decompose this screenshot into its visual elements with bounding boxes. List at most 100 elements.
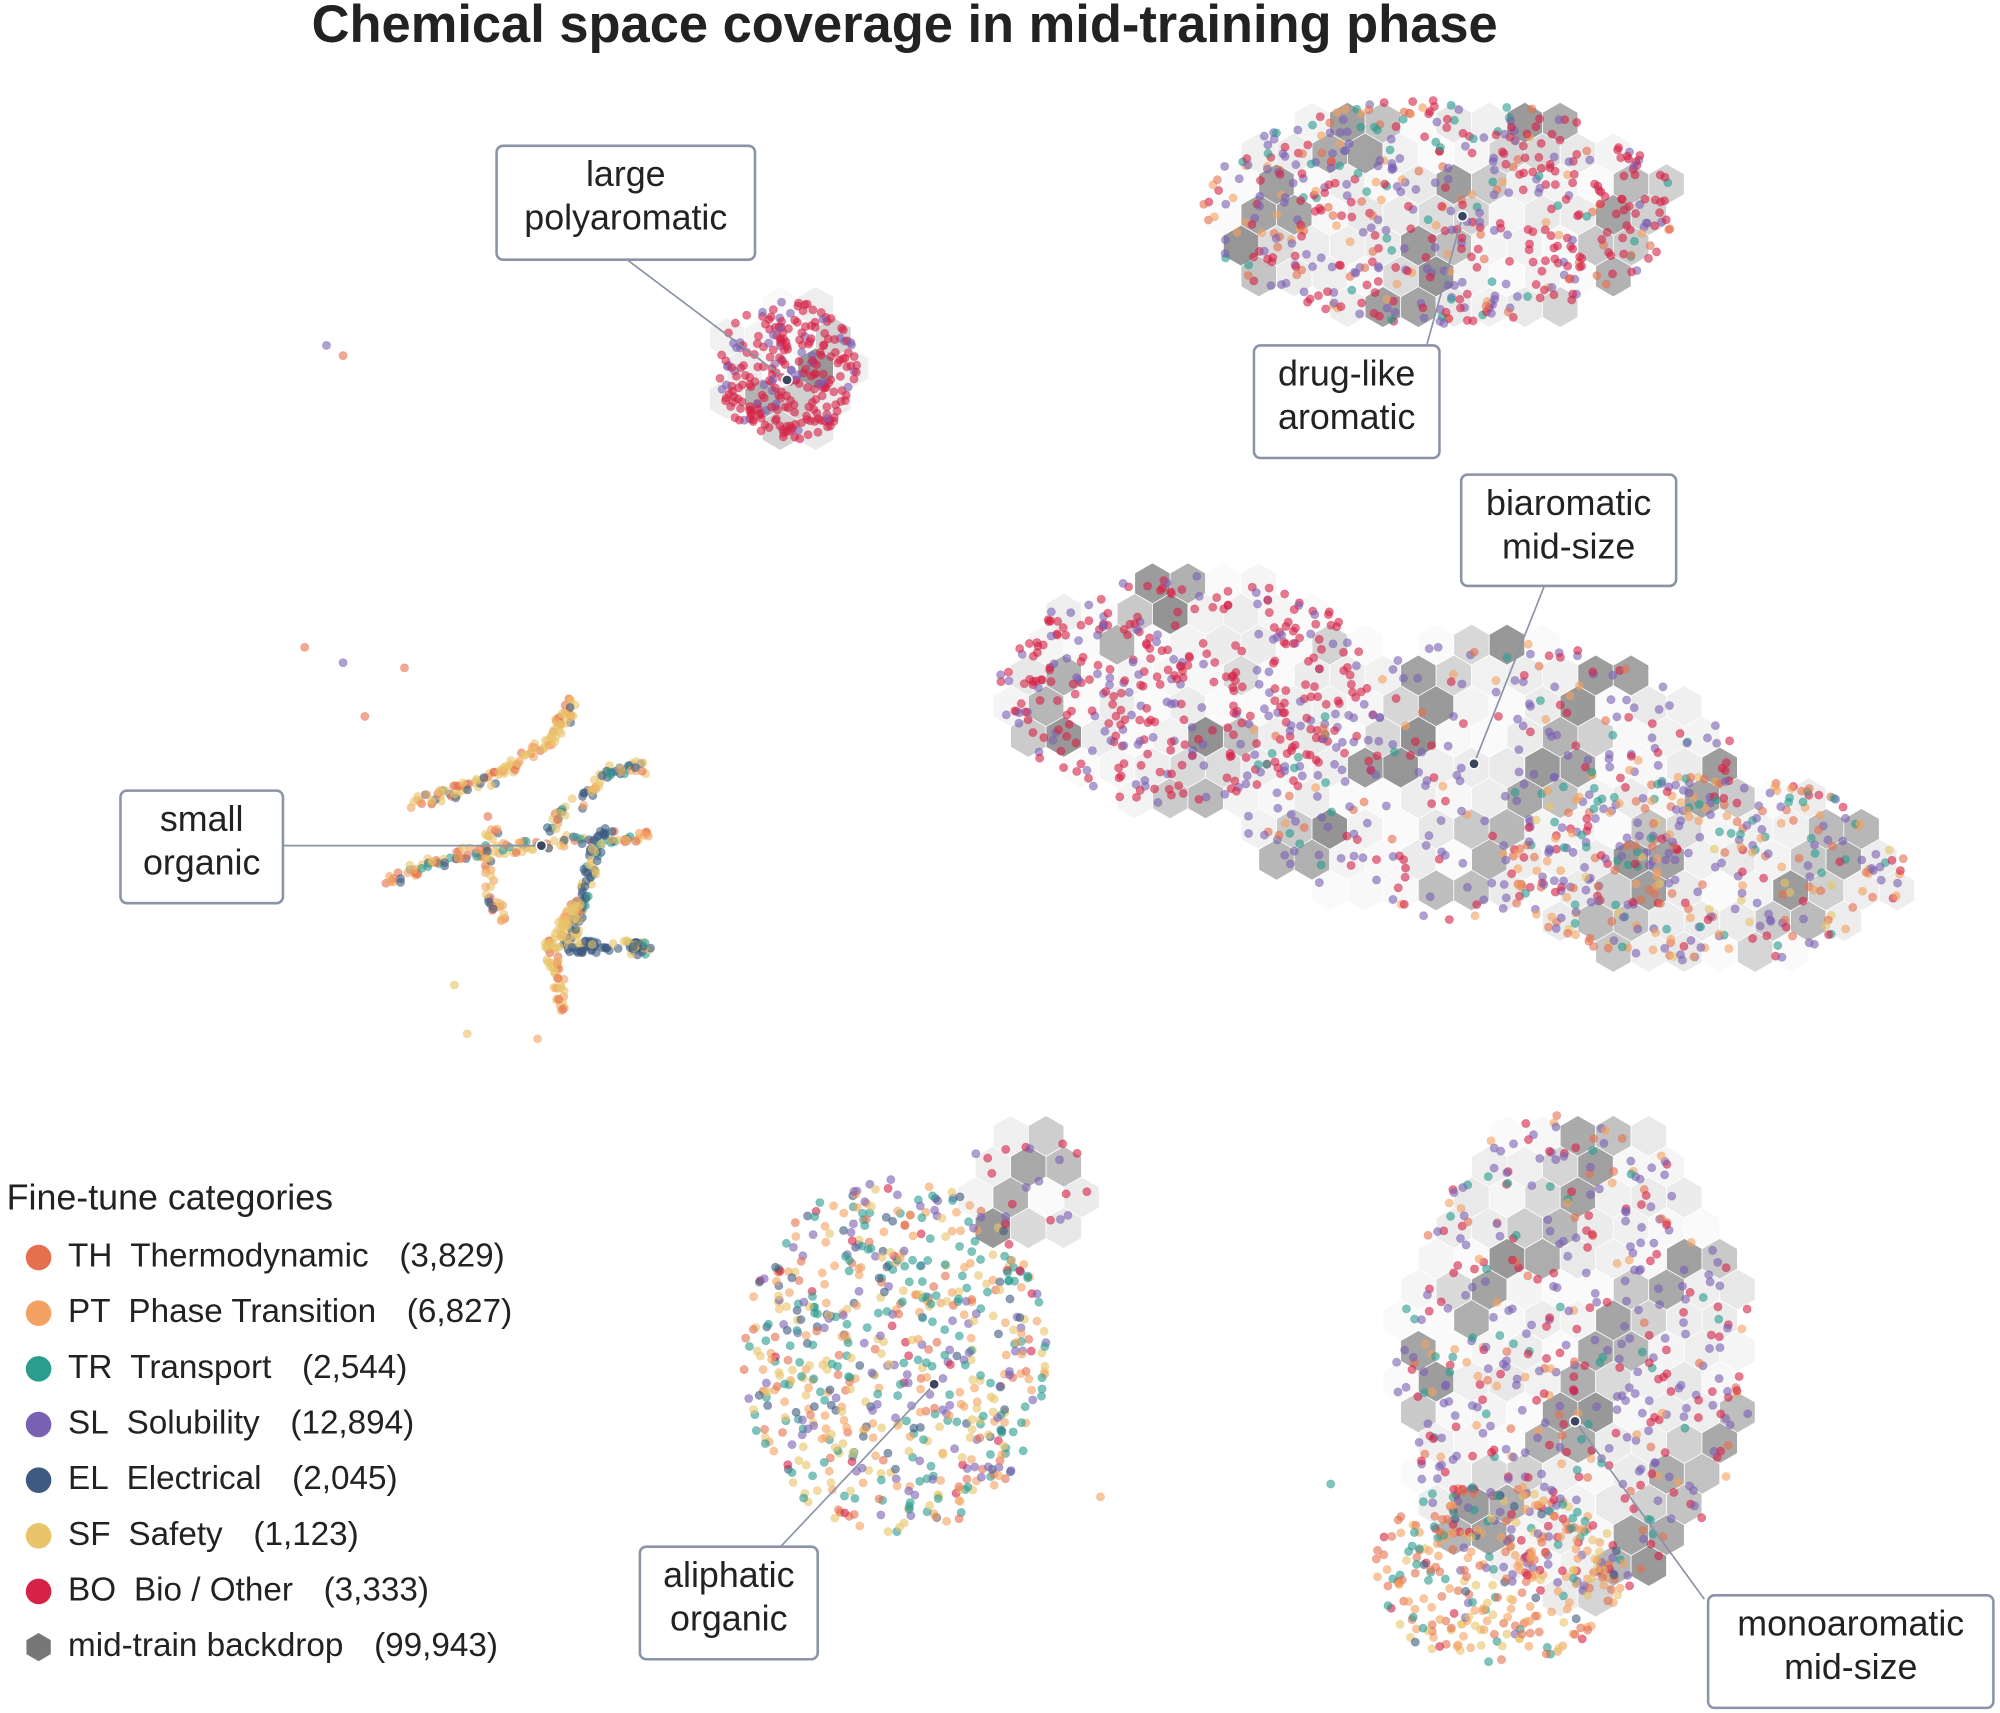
point <box>763 1387 773 1397</box>
point <box>550 929 560 939</box>
point <box>1706 810 1716 820</box>
point <box>1046 607 1056 617</box>
point <box>1561 194 1571 204</box>
point <box>877 1423 887 1433</box>
point <box>1722 811 1732 821</box>
point <box>1228 193 1238 203</box>
point <box>1503 1474 1513 1484</box>
point <box>606 770 616 780</box>
point <box>554 994 564 1004</box>
point <box>922 1372 932 1382</box>
point <box>1632 1430 1642 1439</box>
point <box>1550 166 1560 176</box>
point <box>1442 123 1452 133</box>
point <box>1183 660 1193 670</box>
point <box>1615 1583 1625 1593</box>
point <box>1297 771 1307 781</box>
point <box>1562 708 1572 718</box>
point <box>1448 1455 1458 1465</box>
point <box>1476 1640 1486 1650</box>
point <box>592 856 602 866</box>
point <box>808 1471 818 1481</box>
point <box>1580 762 1590 772</box>
point <box>1046 1215 1056 1225</box>
point <box>782 1302 791 1312</box>
point <box>1580 1361 1590 1371</box>
point <box>1401 721 1411 731</box>
point <box>993 1413 1003 1423</box>
point <box>895 1253 905 1263</box>
point <box>1568 847 1578 857</box>
point <box>1788 815 1798 825</box>
point <box>1686 772 1696 782</box>
point <box>1472 1402 1482 1412</box>
point <box>879 1227 889 1237</box>
point <box>1664 1472 1674 1482</box>
point <box>1308 262 1318 272</box>
point <box>1569 169 1579 179</box>
point <box>1353 168 1363 178</box>
point <box>1848 902 1858 912</box>
point <box>952 1417 962 1427</box>
point <box>1858 886 1868 896</box>
point <box>1633 818 1643 828</box>
point <box>1647 719 1657 729</box>
point <box>1001 1350 1011 1360</box>
point <box>1466 1532 1476 1542</box>
point <box>1721 1263 1731 1273</box>
point <box>559 927 569 937</box>
point <box>790 407 800 417</box>
point <box>1437 1433 1447 1443</box>
point <box>1557 823 1567 833</box>
point <box>1585 1303 1595 1313</box>
point <box>1498 1359 1508 1369</box>
point <box>1332 107 1342 117</box>
point <box>1534 152 1544 162</box>
point <box>1555 1302 1565 1312</box>
annotation-text: drug-like <box>1278 354 1415 394</box>
point <box>787 1440 797 1450</box>
point <box>1537 1537 1547 1547</box>
point <box>1525 1552 1535 1562</box>
point <box>1574 681 1584 691</box>
point <box>1571 907 1581 917</box>
annotation-text: organic <box>670 1598 787 1638</box>
point <box>1297 169 1307 179</box>
point <box>1660 172 1670 182</box>
point <box>1428 1498 1438 1508</box>
point <box>1433 1551 1443 1561</box>
point <box>941 1232 951 1242</box>
point <box>1467 1282 1477 1292</box>
point <box>1501 893 1511 903</box>
point <box>736 363 746 373</box>
point <box>872 1399 882 1409</box>
point <box>808 1230 818 1240</box>
point <box>1325 118 1335 128</box>
point <box>1037 1373 1047 1383</box>
point <box>870 1344 880 1354</box>
point <box>1648 819 1658 829</box>
point <box>915 1407 925 1417</box>
point <box>1510 675 1520 685</box>
point <box>1522 1570 1532 1580</box>
point <box>820 1279 830 1289</box>
point <box>740 371 750 380</box>
point <box>582 868 592 878</box>
point <box>1164 784 1174 794</box>
point <box>1605 808 1615 818</box>
point <box>755 1351 765 1361</box>
point <box>1547 129 1557 139</box>
point <box>1617 194 1627 204</box>
point <box>1523 1349 1533 1359</box>
point <box>1645 1256 1655 1266</box>
point <box>1152 672 1162 682</box>
point <box>1582 814 1592 824</box>
point <box>1194 591 1204 601</box>
point <box>769 1446 779 1456</box>
point <box>796 1315 806 1325</box>
point <box>1622 221 1632 231</box>
point <box>1424 1546 1434 1556</box>
point <box>1638 793 1648 803</box>
point <box>879 1287 889 1297</box>
point <box>1633 755 1643 765</box>
